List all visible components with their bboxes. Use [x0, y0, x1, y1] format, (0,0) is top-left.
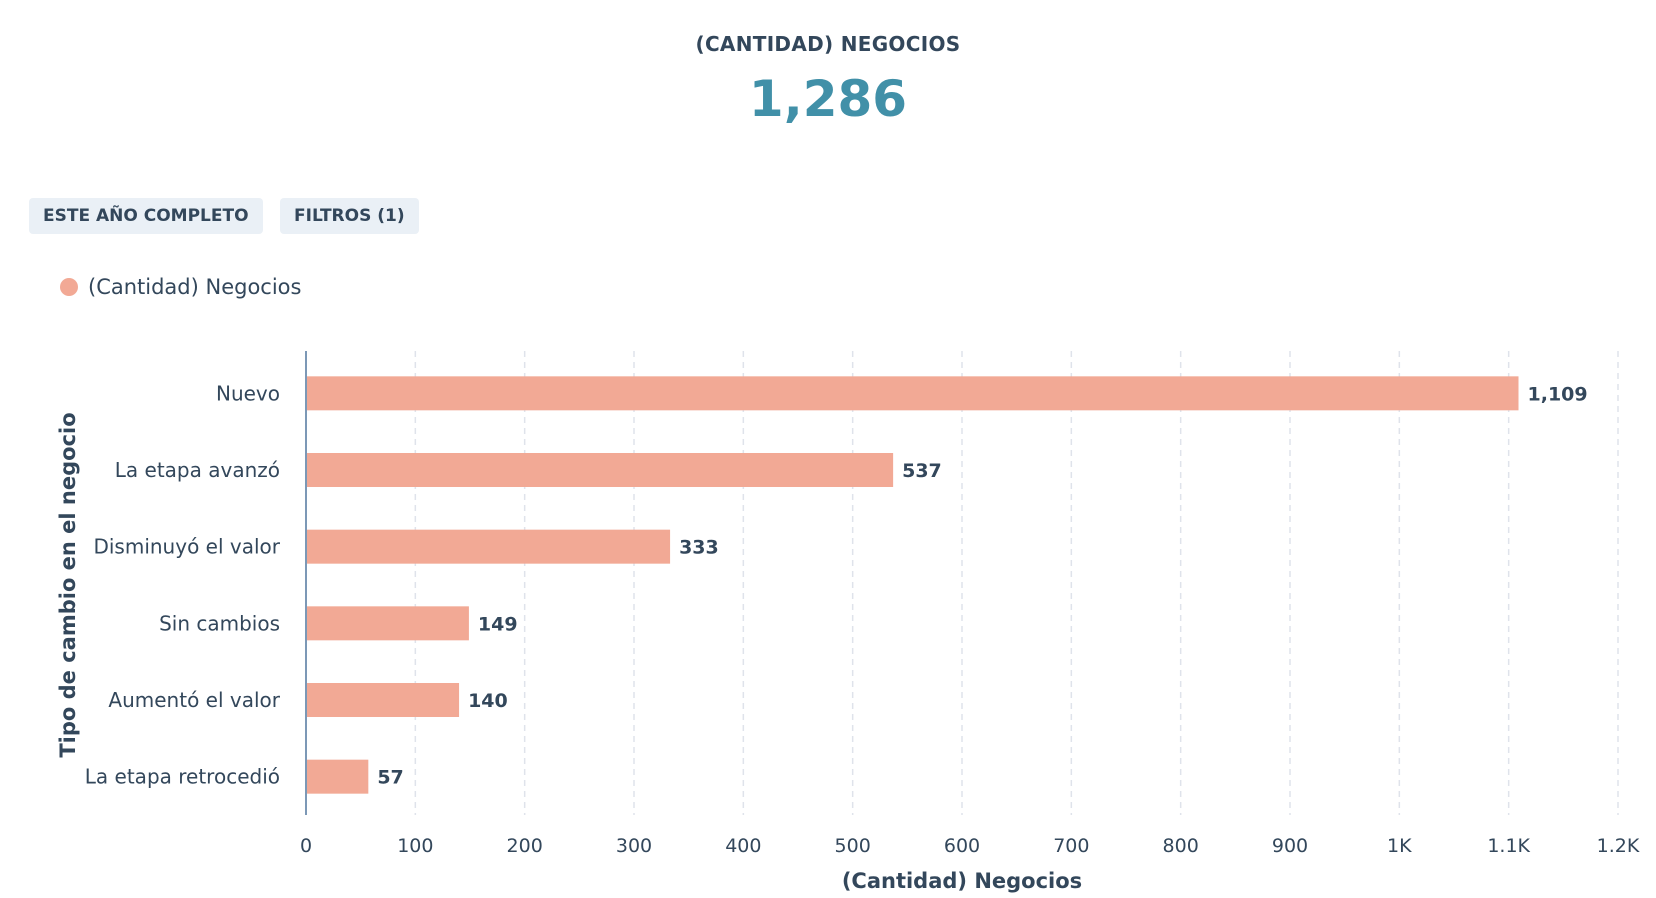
- y-axis-title: Tipo de cambio en el negocio: [56, 412, 80, 757]
- y-category-label: La etapa retrocedió: [85, 765, 280, 789]
- bar-value-label: 149: [478, 613, 518, 635]
- x-tick-label: 1.1K: [1487, 835, 1530, 857]
- x-tick-label: 700: [1053, 835, 1089, 857]
- y-category-label: Disminuyó el valor: [93, 535, 280, 559]
- bar: [307, 683, 460, 717]
- x-tick-label: 400: [725, 835, 761, 857]
- bar: [307, 376, 1519, 411]
- date-range-button[interactable]: ESTE AÑO COMPLETO: [29, 198, 263, 234]
- x-tick-label: 800: [1163, 835, 1199, 857]
- y-category-label: Nuevo: [216, 381, 280, 405]
- bar-chart: 0 100 200 300 400 500 600 700 800 900 1K 1.1K 1.2K Nu…: [56, 351, 1640, 893]
- bar: [307, 606, 469, 641]
- legend-swatch: [60, 278, 78, 296]
- x-axis-title: (Cantidad) Negocios: [842, 869, 1082, 893]
- y-category-label: Sin cambios: [159, 611, 280, 635]
- x-tick-label: 200: [507, 835, 543, 857]
- bar-value-label: 537: [902, 460, 942, 482]
- x-tick-label: 600: [944, 835, 980, 857]
- y-category-label: La etapa avanzó: [115, 458, 280, 482]
- x-tick-label: 300: [616, 835, 652, 857]
- x-tick-label: 100: [397, 835, 433, 857]
- bar: [307, 529, 671, 564]
- bar: [307, 759, 369, 794]
- legend-label: (Cantidad) Negocios: [88, 275, 302, 299]
- filters-button[interactable]: FILTROS (1): [280, 198, 419, 234]
- bar-value-label: 57: [377, 767, 403, 789]
- bar-value-label: 140: [468, 690, 508, 712]
- kpi-label: (CANTIDAD) NEGOCIOS: [695, 32, 961, 56]
- x-tick-label: 900: [1272, 835, 1308, 857]
- x-tick-label: 500: [835, 835, 871, 857]
- y-category-label: Aumentó el valor: [108, 688, 280, 712]
- bar-value-label: 1,109: [1528, 383, 1588, 405]
- x-tick-label: 1.2K: [1597, 835, 1640, 857]
- x-tick-label: 0: [300, 835, 312, 857]
- chart-legend[interactable]: (Cantidad) Negocios: [60, 272, 301, 302]
- bar: [307, 453, 894, 487]
- kpi-value: 1,286: [748, 70, 908, 128]
- bar-value-label: 333: [679, 537, 719, 559]
- x-tick-label: 1K: [1387, 835, 1412, 857]
